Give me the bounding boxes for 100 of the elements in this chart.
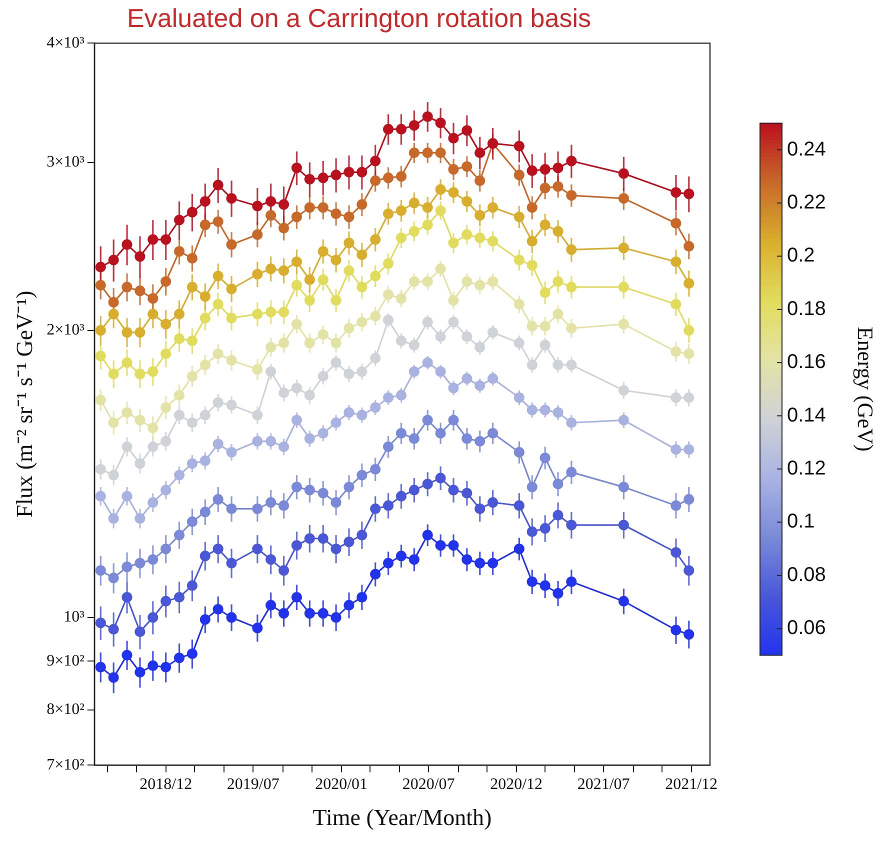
x-tick-label: 2020/12 (490, 776, 543, 794)
x-tick-label: 2021/12 (665, 776, 718, 794)
point (212, 544, 224, 554)
point (435, 205, 446, 216)
point (148, 554, 158, 565)
point (252, 364, 263, 375)
point (344, 368, 354, 380)
point (226, 558, 237, 568)
point (186, 516, 198, 528)
point (174, 333, 185, 344)
point (526, 482, 538, 492)
point (408, 148, 420, 158)
point (670, 444, 682, 455)
point (370, 568, 381, 580)
point (488, 236, 498, 247)
point (330, 338, 342, 348)
point (330, 254, 342, 266)
point (134, 513, 146, 524)
point (148, 660, 158, 672)
point (200, 455, 210, 466)
color-bar-label: 0.2 (787, 244, 815, 267)
point (344, 166, 354, 178)
point (684, 444, 694, 455)
point (95, 325, 106, 336)
point (514, 446, 524, 458)
point (212, 604, 224, 615)
point (566, 190, 577, 201)
point (552, 588, 564, 599)
point (448, 414, 459, 426)
point (148, 308, 158, 320)
point (422, 414, 433, 426)
point (540, 404, 550, 416)
point (566, 360, 577, 370)
point (134, 286, 146, 296)
point (435, 428, 446, 439)
point (160, 436, 172, 447)
point (356, 530, 368, 540)
point (383, 289, 394, 300)
point (383, 208, 394, 220)
point (304, 433, 315, 444)
point (134, 368, 146, 380)
point (122, 239, 132, 250)
point (108, 417, 119, 428)
point (552, 276, 564, 287)
point (318, 274, 328, 285)
y-tick-label: 10³ (64, 608, 85, 626)
point (408, 226, 420, 237)
point (95, 565, 106, 576)
point (540, 164, 550, 175)
point (540, 287, 550, 298)
point (212, 438, 224, 450)
point (252, 410, 263, 420)
point (462, 373, 472, 384)
point (618, 482, 630, 492)
point (684, 188, 694, 200)
point (148, 366, 158, 377)
point (266, 342, 276, 353)
point (396, 428, 407, 439)
point (474, 436, 486, 447)
point (318, 488, 328, 498)
point (566, 466, 577, 478)
point (134, 666, 146, 678)
point (396, 293, 407, 304)
point (160, 596, 172, 607)
point (462, 488, 472, 498)
point (435, 472, 446, 484)
point (435, 148, 446, 158)
point (526, 576, 538, 588)
point (344, 536, 354, 548)
y-tick-label: 9×10² (46, 652, 85, 670)
point (278, 608, 290, 619)
point (186, 458, 198, 469)
point (383, 500, 394, 511)
point (252, 229, 263, 240)
point (383, 172, 394, 184)
point (526, 360, 538, 370)
point (566, 282, 577, 292)
point (278, 265, 290, 276)
point (383, 258, 394, 269)
point (396, 232, 407, 244)
point (462, 125, 472, 136)
point (540, 340, 550, 350)
point (200, 196, 210, 207)
x-tick-label: 2021/07 (577, 776, 630, 794)
point (95, 350, 106, 362)
point (552, 478, 564, 490)
point (408, 554, 420, 565)
point (330, 417, 342, 428)
point (383, 314, 394, 326)
point (344, 600, 354, 611)
point (684, 629, 694, 640)
color-bar-label: 0.14 (787, 404, 826, 426)
point (488, 497, 498, 508)
point (552, 226, 564, 237)
point (408, 433, 420, 444)
point (108, 672, 119, 683)
y-axis-title: Flux (m⁻² sr⁻¹ s⁻¹ GeV⁻¹) (12, 290, 37, 518)
point (474, 280, 486, 291)
point (356, 410, 368, 420)
point (266, 210, 276, 221)
